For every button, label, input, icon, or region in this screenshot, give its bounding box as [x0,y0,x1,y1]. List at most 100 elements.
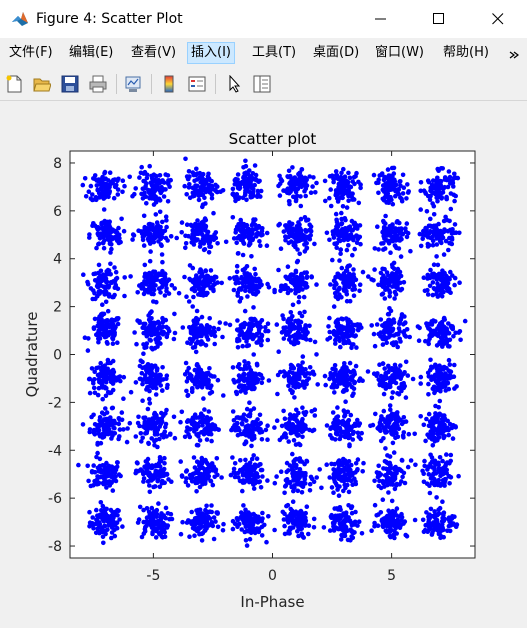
scatter-point [144,430,149,436]
scatter-point [172,286,177,291]
maximize-button[interactable] [410,0,468,38]
scatter-point [304,504,310,510]
scatter-point [160,365,165,370]
scatter-point [209,520,215,525]
scatter-point [190,228,195,233]
scatter-point [360,469,366,474]
menu-bar: 文件(F) 编辑(E) 查看(V) 插入(I) 工具(T) 桌面(D) 窗口(W… [0,38,527,68]
new-figure-button[interactable] [3,73,25,95]
chevron-right-icon[interactable] [509,51,519,59]
scatter-point [111,425,116,431]
menu-insert[interactable]: 插入(I) [187,42,235,64]
scatter-point [210,186,216,192]
scatter-point [161,329,166,335]
menu-tools[interactable]: 工具(T) [252,45,297,60]
scatter-point [249,386,255,392]
scatter-point [87,509,92,515]
scatter-point [242,520,247,526]
menu-help[interactable]: 帮助(H) [443,45,489,60]
insert-colorbar-button[interactable] [158,73,180,95]
scatter-point [332,363,338,368]
scatter-point [372,343,378,349]
link-plot-button[interactable] [122,73,144,95]
scatter-point [194,432,199,437]
property-editor-button[interactable] [251,73,273,95]
close-button[interactable] [469,0,527,38]
scatter-point [339,265,345,271]
scatter-point [242,512,248,518]
scatter-point [259,342,264,348]
scatter-point [156,501,161,506]
print-icon [89,75,107,93]
scatter-point [336,493,342,499]
print-button[interactable] [87,73,109,95]
scatter-point [104,467,110,472]
scatter-point [342,189,348,194]
scatter-point [186,299,192,304]
scatter-point [352,283,357,289]
scatter-point [196,276,202,281]
scatter-point [338,294,343,299]
scatter-point [347,298,353,304]
scatter-point [209,285,214,290]
scatter-point [332,285,337,291]
scatter-point [151,239,157,245]
scatter-point [235,251,241,256]
scatter-point [110,488,116,493]
menu-window[interactable]: 窗口(W) [375,45,424,60]
scatter-point [381,480,386,486]
scatter-point [330,410,336,415]
save-button[interactable] [59,73,81,95]
scatter-point [391,283,397,289]
scatter-point [95,392,101,398]
scatter-point [203,223,209,229]
scatter-point [249,471,254,476]
scatter-point [146,420,151,426]
scatter-point [389,498,395,504]
scatter-point [122,275,127,280]
scatter-point [210,329,215,335]
scatter-point [242,308,248,314]
scatter-point [257,178,262,184]
insert-legend-button[interactable] [186,73,208,95]
scatter-point [292,457,298,463]
scatter-point [331,528,337,533]
scatter-point [179,473,185,478]
scatter-point [146,187,151,193]
scatter-point [152,196,158,202]
scatter-point [164,434,169,439]
menu-desktop[interactable]: 桌面(D) [313,45,360,60]
scatter-point [311,525,317,530]
scatter-point [373,411,378,417]
scatter-point [235,345,241,350]
scatter-point [105,527,110,532]
scatter-point [190,519,196,524]
scatter-point [303,193,309,199]
scatter-point [102,412,107,417]
scatter-point [291,428,296,433]
scatter-point [283,422,289,427]
scatter-point [103,406,108,411]
scatter-point [187,276,192,282]
scatter-point [204,503,209,509]
scatter-point [258,282,264,288]
menu-file[interactable]: 文件(F) [9,45,53,60]
edit-plot-button[interactable] [223,73,245,95]
scatter-point [243,440,249,445]
menu-view[interactable]: 查看(V) [131,45,177,60]
menu-edit[interactable]: 编辑(E) [69,45,114,60]
scatter-point [330,257,335,263]
scatter-point [221,521,226,527]
scatter-point [349,462,354,468]
scatter-point [380,497,386,503]
scatter-point [327,475,333,480]
scatter-point [339,532,344,538]
minimize-button[interactable] [352,0,410,38]
scatter-point [259,533,265,538]
open-file-button[interactable] [31,73,53,95]
scatter-point [209,192,215,197]
scatter-point [386,490,391,495]
scatter-point [94,507,99,513]
scatter-point [160,324,166,330]
